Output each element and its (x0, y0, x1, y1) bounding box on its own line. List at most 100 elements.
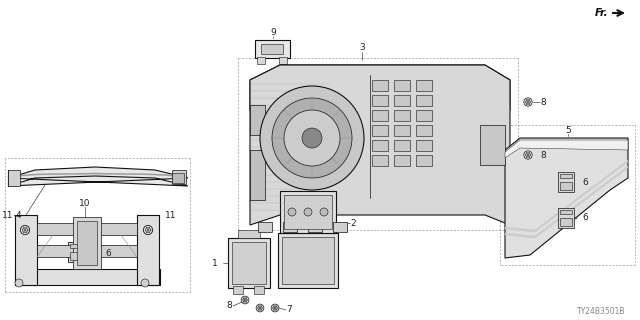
Circle shape (284, 110, 340, 166)
Text: 3: 3 (359, 44, 365, 52)
Circle shape (302, 128, 322, 148)
Bar (279, 57, 287, 64)
Bar (560, 182, 572, 190)
Bar (254, 286, 264, 294)
Bar (258, 222, 272, 232)
Bar (333, 222, 347, 232)
Circle shape (22, 228, 28, 232)
Bar (372, 95, 388, 106)
Circle shape (524, 98, 532, 106)
Text: 8: 8 (227, 301, 232, 310)
Bar (372, 140, 388, 151)
Bar (232, 242, 266, 284)
Circle shape (273, 306, 277, 310)
Text: 8: 8 (540, 98, 546, 107)
Polygon shape (505, 138, 628, 258)
Circle shape (15, 279, 23, 287)
Circle shape (241, 296, 249, 304)
Bar (480, 125, 505, 165)
Bar (261, 44, 283, 54)
Bar (416, 110, 432, 121)
Polygon shape (250, 65, 510, 110)
Bar (15, 215, 37, 285)
Bar (394, 95, 410, 106)
Polygon shape (250, 65, 510, 225)
Bar (233, 286, 243, 294)
Bar (560, 174, 572, 178)
Circle shape (288, 208, 296, 216)
Text: TY24B3501B: TY24B3501B (577, 308, 625, 316)
Text: 10: 10 (79, 198, 91, 207)
Bar (372, 155, 388, 166)
Bar (558, 172, 574, 192)
Bar (255, 40, 290, 58)
Circle shape (258, 306, 262, 310)
Circle shape (260, 86, 364, 190)
Bar (137, 215, 159, 285)
Bar (416, 125, 432, 136)
Bar (394, 155, 410, 166)
Bar (372, 80, 388, 91)
Polygon shape (505, 160, 628, 232)
Text: 7: 7 (286, 306, 292, 315)
Bar (172, 170, 186, 184)
Bar (8, 170, 20, 186)
Circle shape (145, 228, 150, 232)
Circle shape (271, 304, 279, 312)
Circle shape (20, 226, 29, 235)
Circle shape (141, 279, 149, 287)
Bar (394, 140, 410, 151)
Bar (172, 173, 184, 183)
Bar (372, 110, 388, 121)
Text: Fr.: Fr. (595, 8, 608, 18)
Text: 5: 5 (565, 125, 571, 134)
Circle shape (143, 226, 152, 235)
Bar (73, 217, 101, 269)
Bar (228, 238, 270, 288)
Text: 2: 2 (350, 219, 356, 228)
Text: 6: 6 (105, 249, 111, 258)
Bar (68, 242, 82, 262)
Bar (250, 105, 265, 135)
Bar (416, 155, 432, 166)
Circle shape (272, 98, 352, 178)
Bar (394, 125, 410, 136)
Bar (257, 57, 265, 64)
Polygon shape (505, 140, 628, 158)
Circle shape (243, 298, 247, 302)
Polygon shape (505, 166, 628, 238)
Bar (15, 269, 160, 285)
Text: 11: 11 (165, 211, 177, 220)
Text: 11: 11 (1, 211, 13, 220)
Circle shape (526, 153, 530, 157)
Bar (284, 195, 332, 229)
Bar (416, 140, 432, 151)
Circle shape (304, 208, 312, 216)
Text: 4: 4 (15, 211, 21, 220)
Text: 9: 9 (270, 28, 276, 36)
Bar (558, 208, 574, 228)
Bar (308, 222, 322, 232)
Circle shape (20, 226, 29, 235)
Circle shape (320, 208, 328, 216)
Circle shape (256, 304, 264, 312)
Bar (282, 237, 334, 284)
Bar (416, 80, 432, 91)
Text: 6: 6 (582, 213, 588, 222)
Bar (372, 125, 388, 136)
Bar (77, 221, 97, 265)
Bar (394, 110, 410, 121)
Bar (70, 244, 80, 248)
Bar (278, 233, 338, 288)
Bar (560, 210, 572, 214)
Text: 6: 6 (582, 178, 588, 187)
Bar (250, 150, 265, 200)
Bar (416, 95, 432, 106)
Bar (280, 191, 336, 233)
Text: 1: 1 (212, 259, 218, 268)
Polygon shape (8, 167, 188, 186)
Polygon shape (10, 173, 187, 177)
Circle shape (526, 100, 530, 104)
Text: 8: 8 (540, 150, 546, 159)
Bar (70, 252, 80, 260)
